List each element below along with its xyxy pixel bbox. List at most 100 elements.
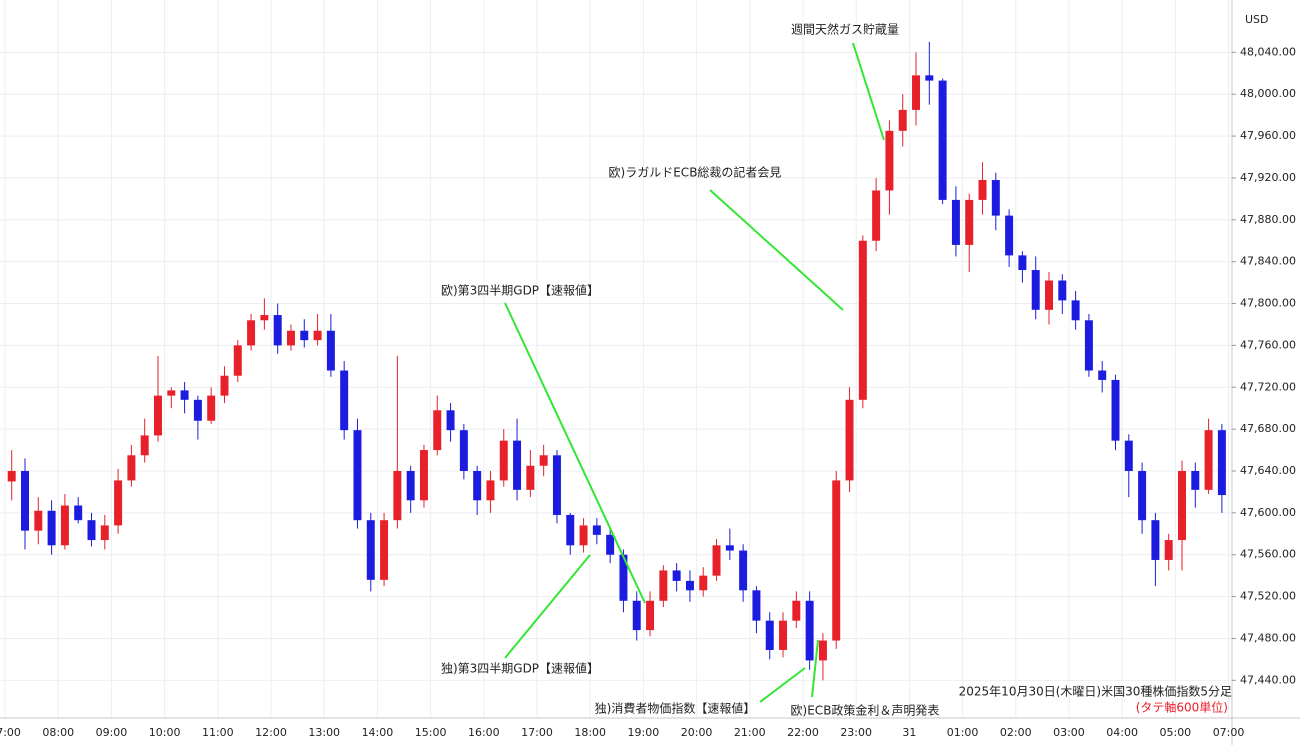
candle-body (1124, 440, 1133, 471)
candle-body (792, 600, 801, 621)
candle-body (499, 440, 508, 481)
x-tick-label: 18:00 (574, 726, 606, 739)
candle-body (951, 199, 960, 245)
x-tick-label: 07:00 (0, 726, 21, 739)
x-tick-label: 14:00 (362, 726, 394, 739)
candle-body (459, 430, 468, 471)
candle-body (340, 370, 349, 431)
candle-body (233, 345, 242, 376)
candle-body (180, 390, 189, 400)
candle-body (646, 600, 655, 631)
candle-body (1045, 280, 1053, 310)
candle-body (513, 440, 522, 490)
annotation-line (811, 639, 819, 698)
candle-body (193, 399, 202, 421)
candle-body (805, 600, 814, 661)
annotation: 独)第3四半期GDP【速報値】 (441, 661, 599, 676)
candle-body (87, 520, 96, 541)
candle-body (938, 80, 947, 200)
y-tick-label: 47,520.00 (1240, 590, 1296, 603)
y-tick-label: 47,480.00 (1240, 631, 1296, 644)
candle-body (1031, 270, 1040, 310)
caption-note: (タテ軸600単位) (1136, 700, 1228, 715)
candle-body (632, 600, 641, 631)
candle-body (1071, 300, 1080, 321)
candle-body (1178, 470, 1186, 541)
grid (0, 0, 1232, 718)
x-tick-label: 20:00 (681, 726, 713, 739)
candle-body (1191, 470, 1200, 490)
candle-body (779, 620, 788, 650)
candle-body (1164, 540, 1173, 560)
candle-body (725, 545, 734, 551)
x-tick-label: 03:00 (1053, 726, 1085, 739)
y-tick-label: 47,680.00 (1240, 422, 1296, 435)
candle-body (366, 520, 375, 580)
candle-body (566, 514, 575, 546)
caption: 2025年10月30日(木曜日)米国30種株価指数5分足 (959, 684, 1232, 699)
x-tick-label: 31 (902, 726, 916, 739)
candle-body (1098, 370, 1107, 380)
candle-body (260, 315, 269, 321)
candle-body (965, 199, 974, 245)
candle-body (672, 570, 681, 581)
annotation: 独)消費者物価指数【速報値】 (595, 701, 756, 716)
x-tick-label: 17:00 (521, 726, 553, 739)
candle-body (712, 545, 721, 576)
x-tick-label: 13:00 (308, 726, 340, 739)
candle-body (925, 75, 934, 81)
candle-body (273, 315, 282, 346)
candle-body (526, 465, 535, 490)
x-tick-label: 12:00 (255, 726, 287, 739)
candle-body (433, 410, 442, 451)
x-tick-label: 10:00 (149, 726, 181, 739)
candle-body (47, 510, 56, 546)
y-tick-label: 48,040.00 (1240, 45, 1296, 58)
candle-body (486, 480, 495, 501)
x-tick-label: 08:00 (42, 726, 74, 739)
annotation: 欧)ラガルドECB総裁の記者会見 (609, 165, 782, 180)
x-tick-label: 09:00 (96, 726, 128, 739)
annotation-line (504, 554, 591, 659)
candle-body (140, 435, 149, 456)
candle-body (872, 190, 881, 241)
y-tick-label: 47,440.00 (1240, 673, 1296, 686)
candle-body (685, 580, 694, 591)
candle-body (74, 505, 83, 521)
candle-body (991, 180, 1000, 216)
candle-body (207, 395, 216, 421)
candle-body (7, 470, 16, 482)
y-tick-label: 47,880.00 (1240, 213, 1296, 226)
candle-body (1204, 430, 1213, 490)
y-tick-label: 47,800.00 (1240, 297, 1296, 310)
candle-body (60, 505, 69, 546)
x-tick-label: 22:00 (787, 726, 819, 739)
x-tick-label: 23:00 (840, 726, 872, 739)
candle-body (419, 450, 428, 501)
candle-body (539, 455, 548, 466)
candle-body (1084, 320, 1093, 371)
annotation-line (759, 667, 806, 703)
candle-body (300, 330, 309, 341)
candle-body (326, 330, 335, 371)
candle-body (114, 480, 123, 526)
candle-body (606, 534, 615, 555)
y-tick-label: 47,760.00 (1240, 338, 1296, 351)
candle-body (1151, 520, 1160, 560)
candle-body (393, 470, 402, 521)
annotation-line (504, 302, 646, 604)
annotation-line (709, 189, 844, 311)
candle-body (552, 455, 561, 515)
candle-body (592, 525, 601, 535)
x-tick-label: 21:00 (734, 726, 766, 739)
x-tick-label: 16:00 (468, 726, 500, 739)
y-tick-label: 47,640.00 (1240, 464, 1296, 477)
candle-body (286, 330, 295, 346)
y-tick-label: 47,840.00 (1240, 255, 1296, 268)
candle-body (1005, 215, 1014, 256)
candle-body (100, 525, 109, 541)
annotation: 欧)第3四半期GDP【速報値】 (441, 283, 599, 298)
candle-body (353, 430, 362, 521)
